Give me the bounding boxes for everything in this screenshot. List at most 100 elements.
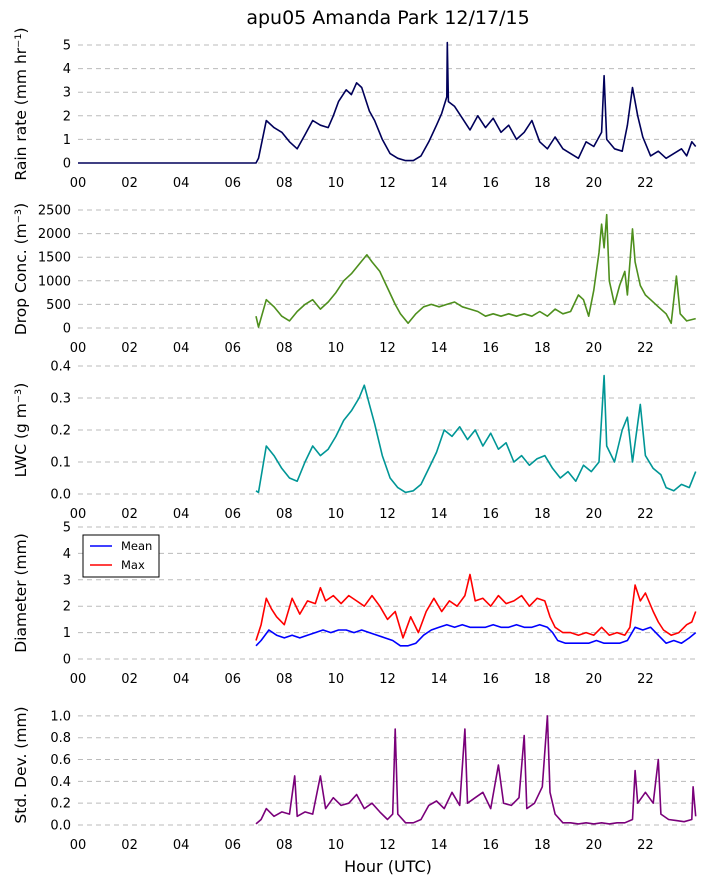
y-tick-label: 0.0 [50, 488, 71, 503]
series-line-1 [255, 374, 697, 494]
x-tick-label: 00 [70, 672, 87, 687]
y-tick-label: 0 [63, 322, 71, 337]
x-tick-label: 08 [276, 838, 293, 853]
y-tick-label: 1 [63, 133, 71, 148]
y-tick-label: 0.1 [50, 456, 71, 471]
x-tick-label: 02 [121, 838, 138, 853]
x-tick-label: 00 [70, 507, 87, 522]
x-tick-label: 08 [276, 507, 293, 522]
x-tick-label: 14 [431, 176, 448, 191]
legend-entry: Mean [121, 539, 152, 553]
x-tick-label: 18 [534, 672, 551, 687]
x-tick-label: 14 [431, 838, 448, 853]
y-tick-label: 2500 [38, 204, 71, 219]
x-tick-label: 10 [328, 838, 345, 853]
x-tick-label: 18 [534, 341, 551, 356]
x-tick-label: 10 [328, 672, 345, 687]
series-line-max [255, 573, 697, 641]
y-tick-label: 0.4 [50, 775, 71, 790]
series-line-1 [255, 715, 697, 825]
y-tick-label: 0.8 [50, 731, 71, 746]
x-tick-label: 08 [276, 341, 293, 356]
x-tick-label: 22 [637, 672, 654, 687]
panel-5: 0.0 0.2 0.4 0.6 0.8 1.0 00 02 04 06 08 10 12 14 16 18 20… [12, 706, 697, 853]
x-tick-label: 22 [637, 341, 654, 356]
y-tick-label: 0.4 [50, 360, 71, 375]
panel-2: 0 500 1000 1500 2000 2500 00 02 04 06 08 10 12 14 16 18… [12, 203, 697, 356]
x-tick-label: 18 [534, 176, 551, 191]
x-tick-label: 12 [379, 507, 396, 522]
x-tick-label: 02 [121, 176, 138, 191]
y-tick-label: 1000 [38, 274, 71, 289]
legend-entry: Max [121, 558, 145, 572]
y-tick-label: 0.0 [50, 819, 71, 834]
x-tick-label: 12 [379, 672, 396, 687]
x-tick-label: 00 [70, 176, 87, 191]
x-tick-label: 18 [534, 838, 551, 853]
x-tick-label: 04 [173, 341, 190, 356]
x-axis-label: Hour (UTC) [344, 857, 432, 876]
y-tick-label: 5 [63, 39, 71, 54]
x-tick-label: 00 [70, 838, 87, 853]
x-tick-label: 02 [121, 672, 138, 687]
x-tick-label: 10 [328, 507, 345, 522]
panel-3: 0.0 0.1 0.2 0.3 0.4 00 02 04 06 08 10 12 14 16 18 20 22 L… [12, 360, 697, 522]
y-tick-label: 1.0 [50, 709, 71, 724]
x-tick-label: 14 [431, 672, 448, 687]
figure-title: apu05 Amanda Park 12/17/15 [246, 7, 529, 29]
x-tick-label: 16 [482, 838, 499, 853]
legend: Mean Max [82, 534, 160, 578]
x-tick-label: 06 [224, 507, 241, 522]
x-tick-label: 06 [224, 838, 241, 853]
y-tick-label: 0 [63, 157, 71, 172]
x-tick-label: 20 [586, 672, 603, 687]
x-tick-label: 02 [121, 341, 138, 356]
x-tick-label: 20 [586, 838, 603, 853]
y-tick-label: 3 [63, 573, 71, 588]
x-tick-label: 22 [637, 507, 654, 522]
series-line-mean [255, 623, 697, 647]
y-tick-label: 500 [46, 298, 71, 313]
y-axis-label: LWC (g m⁻³) [12, 383, 30, 478]
x-tick-label: 04 [173, 507, 190, 522]
x-tick-label: 16 [482, 507, 499, 522]
y-tick-label: 4 [63, 547, 71, 562]
x-tick-label: 12 [379, 341, 396, 356]
y-tick-label: 0.3 [50, 392, 71, 407]
y-axis-label: Std. Dev. (mm) [12, 706, 30, 823]
y-axis-label: Drop Conc. (m⁻³) [12, 203, 30, 335]
x-tick-label: 16 [482, 341, 499, 356]
y-tick-label: 2 [63, 109, 71, 124]
y-tick-label: 2000 [38, 227, 71, 242]
series-line-1 [255, 213, 696, 328]
x-tick-label: 14 [431, 507, 448, 522]
x-tick-label: 02 [121, 507, 138, 522]
y-tick-label: 0 [63, 653, 71, 668]
x-tick-label: 12 [379, 176, 396, 191]
x-tick-label: 06 [224, 341, 241, 356]
x-tick-label: 08 [276, 176, 293, 191]
y-tick-label: 4 [63, 62, 71, 77]
x-tick-label: 20 [586, 341, 603, 356]
x-tick-label: 16 [482, 176, 499, 191]
x-tick-label: 16 [482, 672, 499, 687]
y-tick-label: 0.2 [50, 424, 71, 439]
x-tick-label: 04 [173, 176, 190, 191]
x-tick-label: 22 [637, 176, 654, 191]
x-tick-label: 00 [70, 341, 87, 356]
series-line-1 [78, 41, 697, 164]
x-tick-label: 18 [534, 507, 551, 522]
x-tick-label: 06 [224, 176, 241, 191]
y-tick-label: 1 [63, 626, 71, 641]
y-tick-label: 5 [63, 521, 71, 536]
x-tick-label: 04 [173, 672, 190, 687]
x-tick-label: 10 [328, 176, 345, 191]
y-axis-label: Diameter (mm) [12, 533, 30, 653]
y-tick-label: 1500 [38, 251, 71, 266]
legend-box [82, 534, 160, 578]
x-tick-label: 10 [328, 341, 345, 356]
